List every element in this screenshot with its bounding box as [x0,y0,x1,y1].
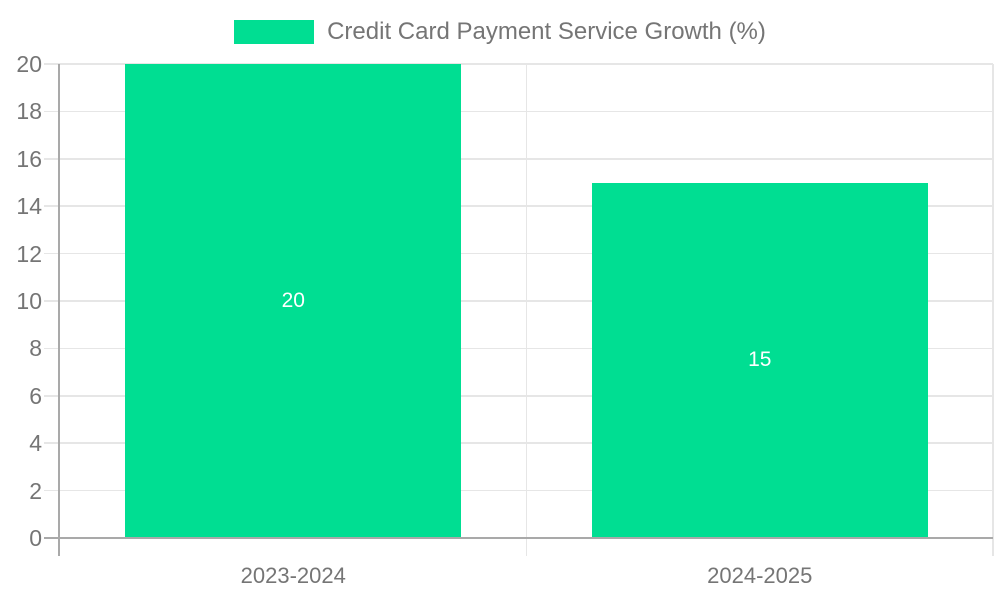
x-axis-tick-label: 2023-2024 [240,563,346,588]
y-axis-tick-label: 20 [16,51,42,77]
y-axis-tick-label: 16 [16,145,42,172]
y-axis-tick-label: 14 [16,193,42,220]
gridline [44,205,993,207]
y-axis-tick-label: 10 [16,288,42,314]
bar[interactable] [125,64,462,538]
legend[interactable]: Credit Card Payment Service Growth (%) [0,16,1000,48]
gridline [44,300,993,302]
bar-value-label: 20 [281,289,305,312]
gridline [44,63,993,65]
gridline [44,252,993,255]
y-axis-line [58,64,60,556]
y-axis-tick-label: 6 [29,382,42,409]
y-axis-tick-label: 12 [16,240,42,267]
gridline [44,347,993,350]
gridline [44,110,993,113]
gridline [44,395,993,397]
y-axis-tick-label: 4 [29,430,42,457]
vertical-gridline [525,64,528,556]
vertical-gridline [992,64,994,556]
bar[interactable] [591,182,928,538]
gridline [44,489,993,492]
gridline [44,442,993,444]
y-axis-tick-label: 8 [29,335,42,362]
y-axis-tick-label: 18 [16,98,42,125]
legend-swatch-icon [234,20,315,44]
gridline [44,158,993,160]
x-axis-baseline [44,537,993,539]
bar-value-label: 15 [748,348,772,372]
y-axis-tick-label: 0 [29,525,42,551]
legend-label: Credit Card Payment Service Growth (%) [327,18,766,45]
x-axis-tick-label: 2024-2025 [707,563,813,588]
y-axis-tick-label: 2 [29,477,42,504]
